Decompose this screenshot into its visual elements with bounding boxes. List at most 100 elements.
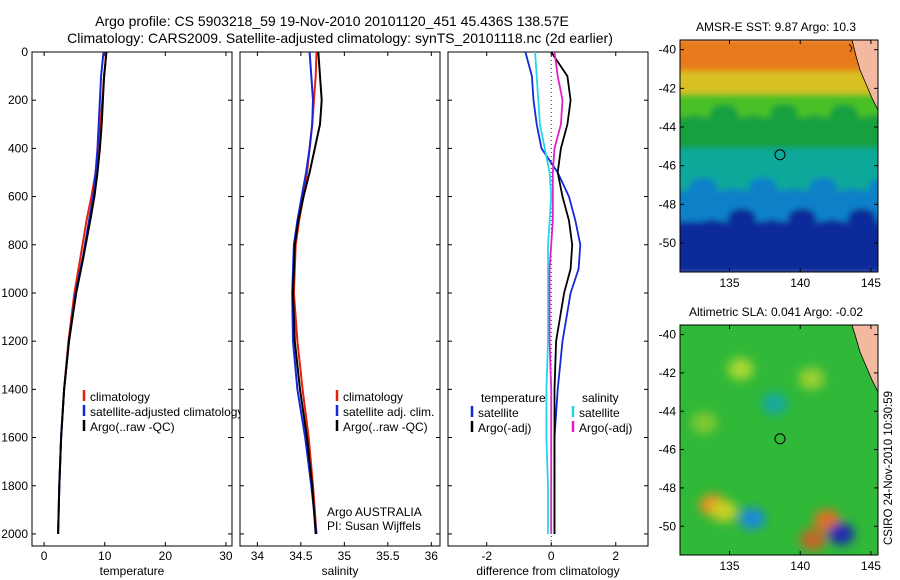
sla_map-xtick-label: 135	[719, 559, 739, 573]
salinity-annotation: PI: Susan Wijffels	[327, 519, 421, 533]
salinity-xtick-label: 34	[251, 549, 265, 563]
difference-xtick-label: 2	[612, 549, 619, 563]
temperature-legend-label: Argo(..raw -QC)	[90, 420, 175, 434]
temperature-xtick-label: 30	[219, 549, 233, 563]
salinity-xtick-label: 35.5	[376, 549, 400, 563]
sla_map-ytick-label: -40	[659, 328, 677, 342]
difference-series-temperature-argo-adj-	[550, 51, 574, 534]
difference-series-salinity-argo-adj-	[548, 51, 564, 534]
temperature-ytick-label: 600	[8, 190, 28, 204]
salinity-xtick-label: 36	[425, 549, 439, 563]
temperature-series-argo-raw-qc-	[57, 51, 108, 535]
sst-coast-detail	[848, 43, 853, 53]
sla-field	[680, 325, 878, 555]
temperature-ytick-label: 1200	[1, 334, 28, 348]
sla-anomaly-blob	[828, 522, 855, 545]
sst_map-ytick-label: -48	[659, 197, 677, 211]
sla-map-title: Altimetric SLA: 0.041 Argo: -0.02	[689, 305, 863, 319]
salinity-xtick-label: 34.5	[289, 549, 313, 563]
difference-series-temperature-satellite	[524, 51, 582, 534]
temperature-ytick-label: 200	[8, 93, 28, 107]
difference-legend-label: Argo(-adj)	[478, 421, 531, 435]
difference-legend-label: satellite	[478, 406, 519, 420]
sst-texture	[680, 115, 708, 134]
sst-texture	[698, 219, 726, 238]
sst-texture	[779, 188, 807, 207]
sla-anomaly-blob	[691, 411, 718, 434]
sst-texture	[878, 220, 900, 238]
temperature-ytick-label: 2000	[1, 527, 28, 541]
difference-legend-title: temperature	[481, 391, 546, 405]
sla_map-ytick-label: -46	[659, 443, 677, 457]
sst_map-xtick-label: 140	[790, 276, 810, 290]
salinity-legend-label: Argo(..raw -QC)	[343, 420, 428, 434]
difference-xtick-label: 0	[548, 549, 555, 563]
sst-coastline	[851, 40, 878, 111]
sst-texture	[788, 208, 816, 227]
temperature-legend-label: satellite-adjusted climatology	[90, 405, 243, 419]
sla-anomaly-blob	[727, 358, 754, 381]
sst-texture	[809, 177, 837, 196]
sst-texture	[758, 219, 786, 238]
sla-anomaly-blob	[761, 392, 788, 415]
temperature-ytick-label: 1400	[1, 382, 28, 396]
sla-anomaly-blob	[710, 499, 737, 522]
header-subtitle: Climatology: CARS2009. Satellite-adjuste…	[67, 30, 613, 46]
sla_map-ytick-label: -42	[659, 366, 677, 380]
sst-texture	[728, 208, 756, 227]
sst_map-ytick-label: -50	[659, 236, 677, 250]
temperature-ytick-label: 1800	[1, 479, 28, 493]
sst-texture	[830, 104, 858, 123]
sst-texture	[848, 208, 876, 227]
sst-map-axes: 135 140 145 -40 -42 -44 -46 -48 -50	[659, 40, 881, 290]
header-title: Argo profile: CS 5903218_59 19-Nov-2010 …	[95, 13, 569, 29]
sla-map-axes: 135 140 145 -40 -42 -44 -46 -48 -50	[659, 325, 881, 573]
temperature-ytick-label: 1600	[1, 431, 28, 445]
sst-texture	[740, 115, 768, 134]
difference-legend-title: salinity	[582, 391, 619, 405]
sst-map-frame	[679, 39, 879, 273]
salinity-legend-label: satellite adj. clim.	[343, 405, 434, 419]
salinity-plot-frame	[239, 51, 441, 547]
sst-texture	[689, 177, 717, 196]
sla_map-ytick-label: -48	[659, 481, 677, 495]
sla-coastline	[851, 325, 878, 393]
sst-map-title: AMSR-E SST: 9.87 Argo: 10.3	[696, 20, 856, 34]
temperature-panel: 0 200 400 600 800 1000 1200 1400 1600 1800 2000 0 10…	[1, 45, 243, 578]
sst_map-ytick-label: -42	[659, 81, 677, 95]
temperature-ytick-label: 0	[21, 45, 28, 59]
temperature-plot-frame	[31, 51, 233, 547]
difference-xtick-label: -2	[481, 549, 492, 563]
sst-argo-marker	[774, 149, 786, 161]
sst_map-ytick-label: -44	[659, 120, 677, 134]
difference-legend-label: satellite	[579, 406, 620, 420]
temperature-ytick-label: 800	[8, 238, 28, 252]
salinity-series-argo-raw-qc-	[292, 51, 323, 535]
sst_map-ytick-label: -46	[659, 159, 677, 173]
sla-anomaly-blob	[739, 507, 766, 530]
salinity-legend-label: climatology	[343, 390, 403, 404]
sst-map-panel: AMSR-E SST: 9.87 Argo: 10.3 135 140 145 -40…	[659, 20, 900, 290]
sst-texture	[860, 115, 878, 134]
sst-band	[680, 70, 878, 99]
sst-texture	[719, 188, 747, 207]
sla-anomaly-blob	[798, 367, 825, 390]
difference-legend-label: Argo(-adj)	[579, 421, 632, 435]
sla-argo-marker	[774, 433, 786, 445]
salinity-annotation: Argo AUSTRALIA	[327, 505, 422, 519]
sst-texture	[818, 219, 846, 238]
difference-series-salinity-satellite	[534, 51, 553, 534]
sst-texture	[710, 104, 738, 123]
sla_map-xtick-label: 140	[790, 559, 810, 573]
sst_map-xtick-label: 135	[719, 276, 739, 290]
sst-texture	[800, 115, 828, 134]
sst-band	[680, 40, 878, 75]
sla_map-xtick-label: 145	[861, 559, 881, 573]
sla-anomaly-blob	[799, 528, 826, 551]
sla-map-frame	[679, 324, 879, 556]
sst-texture	[770, 104, 798, 123]
temperature-ytick-label: 1000	[1, 286, 28, 300]
sst-texture	[749, 177, 777, 196]
